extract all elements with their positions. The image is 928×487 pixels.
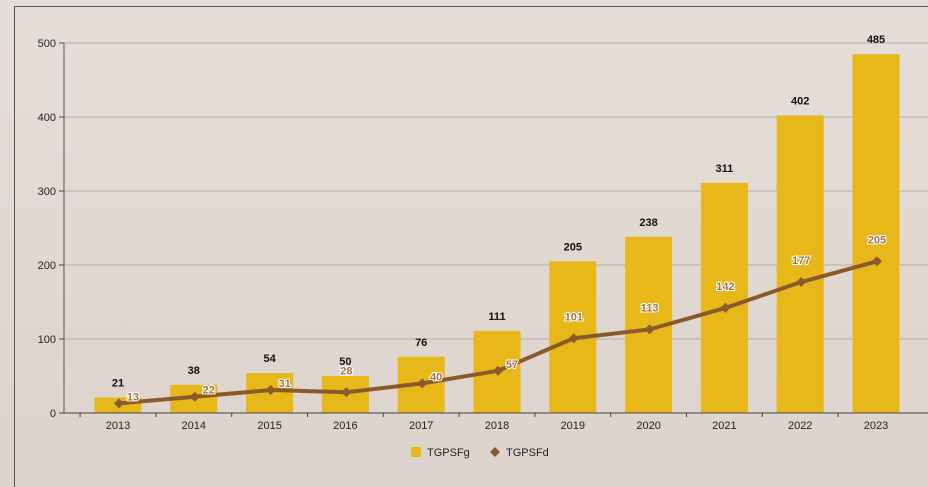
line-value-label: 13 [127,391,139,403]
y-tick-label: 0 [50,408,56,420]
line-point-2013 [114,398,124,409]
legend-label-line: TGPSFd [506,447,549,459]
line-value-label: 113 [641,302,659,314]
line-point-2023 [872,256,882,267]
x-tick-label: 2021 [712,420,736,432]
line-value-label: 142 [716,281,734,293]
x-tick-label: 2018 [485,420,509,432]
y-tick-label: 200 [38,260,56,272]
chart-frame [14,6,928,487]
bar-value-label: 76 [415,337,427,349]
bar-2021 [700,182,748,413]
y-tick-label: 300 [38,186,56,198]
line-point-2020 [644,324,655,335]
x-tick-label: 2022 [788,420,812,432]
x-tick-label: 2019 [561,420,585,432]
bar-2022 [776,115,824,414]
line-point-2021 [720,302,731,313]
line-point-2019 [568,333,579,344]
bar-value-label: 205 [564,241,582,253]
bar-value-label: 311 [716,163,734,175]
bar-value-label: 54 [263,353,276,365]
line-value-label: 177 [792,255,810,267]
x-tick-label: 2017 [409,420,433,432]
legend: TGPSFg TGPSFd [411,447,549,459]
bar-value-label: 111 [488,311,505,323]
bar-value-label: 402 [791,96,809,108]
line-value-label: 31 [278,378,290,390]
line-point-2018 [493,365,503,376]
x-tick-label: 2014 [182,420,206,432]
bar-value-label: 485 [867,34,885,46]
x-tick-label: 2015 [257,420,281,432]
bar-value-label: 50 [339,356,351,368]
bar-value-label: 38 [188,365,200,377]
line-point-2016 [341,387,352,398]
bar-2023 [852,54,900,413]
bar-value-label: 21 [112,377,124,389]
x-tick-label: 2013 [106,420,130,432]
x-axis: 2013 2014 2015 2016 2017 2018 2019 2020 2021 2022… [64,412,928,432]
line-value-label: 40 [430,371,442,383]
legend-label-bar: TGPSFg [427,447,470,459]
line-value-label: 57 [506,359,518,371]
line-value-label: 28 [340,365,352,377]
line-point-2014 [189,391,200,402]
legend-swatch-line [490,447,500,457]
x-tick-label: 2016 [333,420,357,432]
line-value-label: 205 [868,234,886,246]
y-tick-label: 100 [38,334,56,346]
line-point-2015 [265,385,276,396]
x-tick-label: 2020 [636,420,660,432]
bar-series: 21 38 54 50 76 111 205 238 311 402 485 [94,34,900,414]
line-value-label: 22 [203,385,215,397]
x-tick-label: 2023 [864,420,888,432]
line-value-label: 101 [565,311,583,323]
bar-value-label: 238 [639,217,657,229]
y-tick-label: 500 [38,38,56,50]
line-point-2022 [796,277,807,288]
legend-swatch-bar [411,447,421,457]
line-series: 13 22 31 28 40 57 101 113 142 177 205 [114,233,887,409]
line-point-2017 [417,378,428,389]
y-axis: 0 100 200 300 400 500 [38,38,65,420]
y-tick-label: 400 [38,112,56,124]
